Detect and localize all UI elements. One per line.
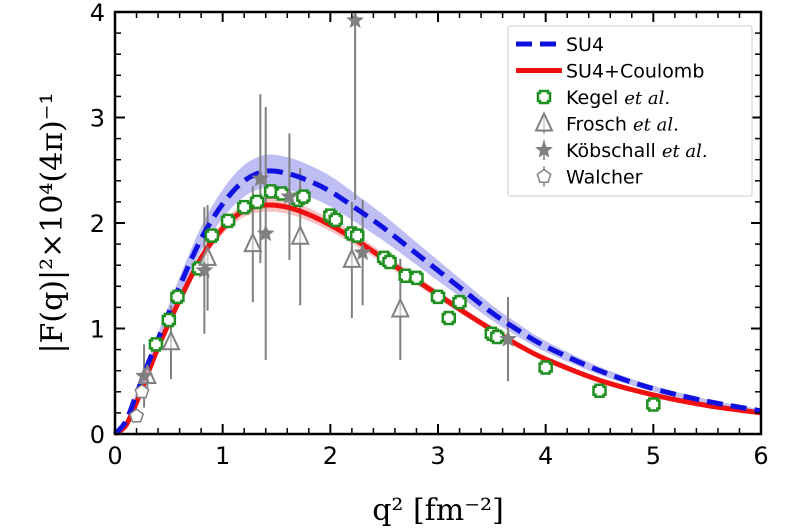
köbschall-et-al-point bbox=[195, 261, 214, 278]
kegel-et-al-point bbox=[430, 289, 446, 305]
legend-label: SU4 bbox=[566, 34, 604, 56]
legend-label: Köbschall et al. bbox=[566, 140, 708, 162]
legend-marker-triangle bbox=[534, 111, 554, 132]
frosch-et-al-point bbox=[198, 245, 218, 266]
x-tick-label: 5 bbox=[646, 442, 661, 470]
y-tick-labels: 0 1 2 3 4 bbox=[90, 0, 105, 449]
x-tick-label: 3 bbox=[430, 442, 445, 470]
legend: SU4 SU4+Coulomb Kegel et al. Frosch et al. K… bbox=[507, 25, 753, 197]
köbschall-et-al-point bbox=[251, 169, 270, 187]
kegel-et-al-point bbox=[646, 397, 661, 412]
kegel-et-al-point bbox=[489, 329, 505, 345]
kegel-et-al-point bbox=[296, 189, 311, 204]
su4-curve bbox=[113, 168, 762, 436]
frosch-et-al-point bbox=[290, 224, 310, 245]
kegel-et-al-point bbox=[148, 337, 164, 352]
kegel-et-al-point bbox=[249, 194, 265, 210]
y-tick-label: 2 bbox=[90, 210, 105, 238]
frosch-et-al-point bbox=[161, 329, 181, 351]
köbschall-et-al-point bbox=[135, 366, 153, 384]
x-tick-label: 0 bbox=[107, 442, 122, 470]
frosch-et-al-point bbox=[390, 297, 410, 318]
kegel-et-al-point bbox=[328, 212, 343, 228]
legend-label: Walcher bbox=[566, 167, 643, 189]
x-axis-label: q² [fm⁻²] bbox=[372, 493, 504, 528]
walcher-point bbox=[134, 383, 150, 399]
legend-marker-star bbox=[535, 140, 553, 158]
legend-marker-cross bbox=[536, 89, 552, 105]
y-tick-label: 4 bbox=[90, 0, 105, 27]
köbschall-et-al-point bbox=[280, 187, 299, 205]
y-tick-label: 0 bbox=[90, 421, 105, 449]
legend-label: Frosch et al. bbox=[566, 114, 679, 136]
kegel-et-al-point bbox=[441, 310, 457, 326]
y-tick-label: 3 bbox=[90, 105, 105, 133]
kegel-et-al-point bbox=[204, 228, 220, 243]
x-tick-label: 4 bbox=[538, 442, 553, 470]
kegel-et-al-point bbox=[236, 199, 252, 215]
kegel-et-al-point bbox=[452, 294, 467, 310]
x-tick-label: 2 bbox=[323, 442, 338, 470]
kegel-et-al-point bbox=[350, 228, 365, 243]
data-points bbox=[129, 11, 661, 423]
legend-label: Kegel et al. bbox=[566, 87, 670, 109]
frosch-et-al-point bbox=[243, 231, 263, 253]
walcher-point bbox=[129, 408, 145, 423]
axis-ticks bbox=[114, 11, 762, 435]
frosch-et-al-point bbox=[342, 247, 362, 268]
kegel-et-al-point bbox=[538, 360, 553, 375]
legend-box bbox=[507, 25, 753, 197]
y-axis-label: |F(q)|²×10⁴(4π)⁻¹ bbox=[35, 92, 70, 353]
x-tick-label: 6 bbox=[753, 442, 768, 470]
x-tick-label: 1 bbox=[215, 442, 230, 470]
x-tick-labels: 0 1 2 3 4 5 6 bbox=[107, 442, 768, 470]
legend-marker-pentagon bbox=[536, 168, 552, 183]
köbschall-et-al-point bbox=[499, 329, 517, 347]
köbschall-et-al-point bbox=[256, 224, 275, 242]
kegel-et-al-point bbox=[592, 383, 607, 398]
kegel-et-al-point bbox=[161, 312, 177, 328]
kegel-et-al-point bbox=[409, 270, 424, 286]
kegel-et-al-point bbox=[170, 289, 185, 305]
köbschall-et-al-point bbox=[353, 243, 372, 261]
köbschall-et-al-point bbox=[346, 11, 364, 29]
y-tick-label: 1 bbox=[90, 316, 105, 344]
kegel-et-al-point bbox=[220, 213, 236, 229]
kegel-et-al-point bbox=[382, 254, 397, 270]
legend-label: SU4+Coulomb bbox=[566, 61, 704, 83]
